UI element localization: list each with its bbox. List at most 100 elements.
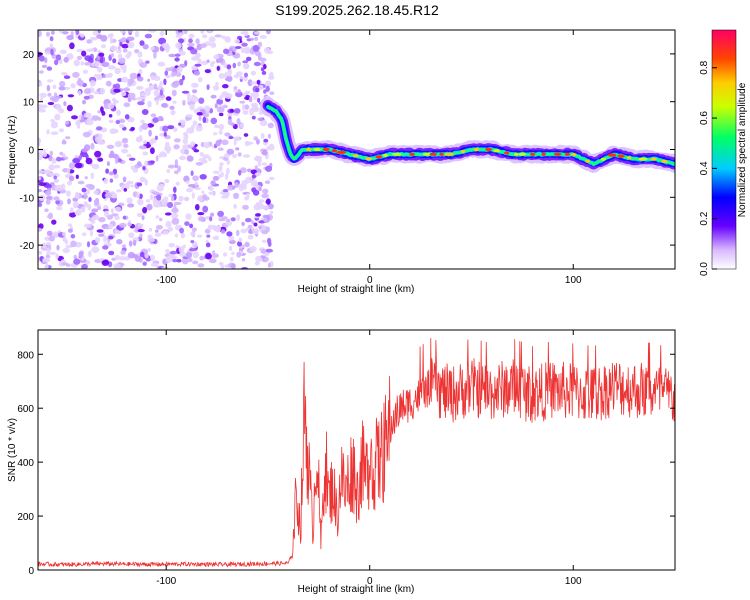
noise-speckle: [112, 58, 117, 64]
noise-speckle: [214, 124, 220, 129]
noise-speckle: [153, 51, 157, 59]
noise-speckle: [65, 136, 71, 140]
noise-speckle: [106, 161, 110, 167]
noise-speckle: [206, 234, 211, 238]
noise-speckle: [267, 75, 275, 80]
noise-speckle: [46, 66, 53, 71]
noise-speckle: [143, 140, 147, 145]
noise-speckle: [114, 140, 123, 148]
noise-speckle: [204, 69, 211, 74]
noise-speckle: [130, 184, 134, 188]
noise-speckle: [83, 223, 92, 228]
noise-speckle: [67, 180, 73, 186]
x-tick-label: 100: [565, 275, 582, 286]
noise-speckle: [50, 131, 59, 135]
noise-speckle: [46, 79, 54, 83]
noise-speckle: [258, 111, 264, 115]
noise-speckle: [119, 118, 126, 124]
noise-speckle: [121, 244, 127, 248]
noise-speckle: [199, 43, 207, 48]
noise-speckle: [174, 233, 178, 238]
noise-speckle: [183, 30, 188, 35]
noise-speckle: [76, 48, 84, 53]
noise-speckle: [242, 110, 249, 115]
noise-speckle: [179, 50, 186, 56]
noise-speckle: [228, 239, 236, 245]
noise-speckle: [124, 87, 130, 93]
noise-speckle: [118, 53, 123, 59]
noise-speckle: [174, 57, 180, 62]
noise-speckle: [90, 172, 95, 180]
noise-speckle: [190, 141, 196, 147]
noise-speckle: [185, 213, 192, 220]
noise-speckle: [144, 179, 148, 186]
noise-speckle: [191, 227, 197, 232]
noise-speckle: [176, 66, 183, 73]
colorbar-tick-label: 0.4: [699, 161, 710, 175]
noise-speckle: [246, 168, 252, 173]
noise-speckle: [245, 56, 252, 62]
noise-speckle: [242, 104, 245, 111]
noise-speckle: [233, 89, 239, 93]
noise-speckle: [150, 75, 155, 81]
noise-speckle: [47, 212, 54, 220]
noise-speckle: [88, 250, 92, 258]
noise-speckle: [173, 204, 177, 211]
noise-speckle: [248, 230, 253, 234]
noise-speckle: [233, 192, 239, 199]
noise-speckle: [67, 228, 73, 233]
snr-panel: -100 0 100 0 200 400 600 800 Height of straigh…: [7, 329, 676, 595]
ridge-hotspot: [661, 159, 668, 163]
noise-speckle: [82, 69, 88, 74]
noise-speckle: [139, 251, 145, 258]
noise-speckle: [226, 64, 232, 70]
noise-speckle: [122, 66, 127, 73]
noise-speckle: [255, 213, 261, 217]
noise-speckle: [173, 144, 180, 150]
colorbar-tick-label: 0.2: [699, 211, 710, 225]
noise-speckle: [241, 258, 246, 262]
noise-speckle: [178, 32, 183, 38]
noise-speckle: [84, 176, 88, 180]
noise-speckle: [188, 33, 195, 39]
noise-speckle: [96, 74, 103, 81]
noise-speckle: [75, 30, 80, 35]
noise-speckle: [117, 45, 121, 51]
noise-speckle: [171, 71, 177, 77]
noise-speckle: [197, 77, 203, 83]
snr-y-ticks: 0 200 400 600 800: [17, 350, 675, 577]
noise-speckle: [55, 156, 62, 162]
noise-speckle: [136, 212, 144, 218]
y-tick-label: 0: [28, 566, 34, 577]
noise-speckle: [162, 230, 169, 235]
noise-speckle: [121, 76, 129, 83]
noise-speckle: [96, 66, 103, 73]
noise-speckle: [208, 259, 217, 263]
noise-speckle: [46, 230, 53, 237]
noise-speckle: [71, 115, 78, 120]
noise-speckle: [163, 132, 167, 137]
noise-speckle: [224, 36, 231, 43]
noise-speckle: [53, 178, 60, 183]
noise-speckle: [199, 152, 204, 157]
noise-speckle: [261, 225, 267, 232]
noise-speckle: [62, 236, 67, 242]
noise-speckle: [59, 80, 66, 87]
noise-speckle: [159, 89, 163, 96]
noise-speckle: [235, 46, 242, 49]
noise-speckle: [201, 60, 208, 65]
noise-speckle: [126, 197, 133, 204]
noise-speckle: [252, 44, 260, 52]
noise-speckle: [173, 127, 178, 133]
noise-speckle: [91, 163, 100, 170]
noise-speckle: [250, 70, 257, 76]
noise-speckle: [235, 147, 240, 151]
noise-speckle: [207, 30, 212, 33]
noise-speckle: [166, 168, 171, 174]
noise-speckle: [221, 139, 229, 146]
noise-speckle: [161, 152, 168, 158]
noise-speckle: [192, 251, 199, 259]
noise-speckle: [217, 147, 224, 151]
noise-speckle: [41, 64, 48, 68]
